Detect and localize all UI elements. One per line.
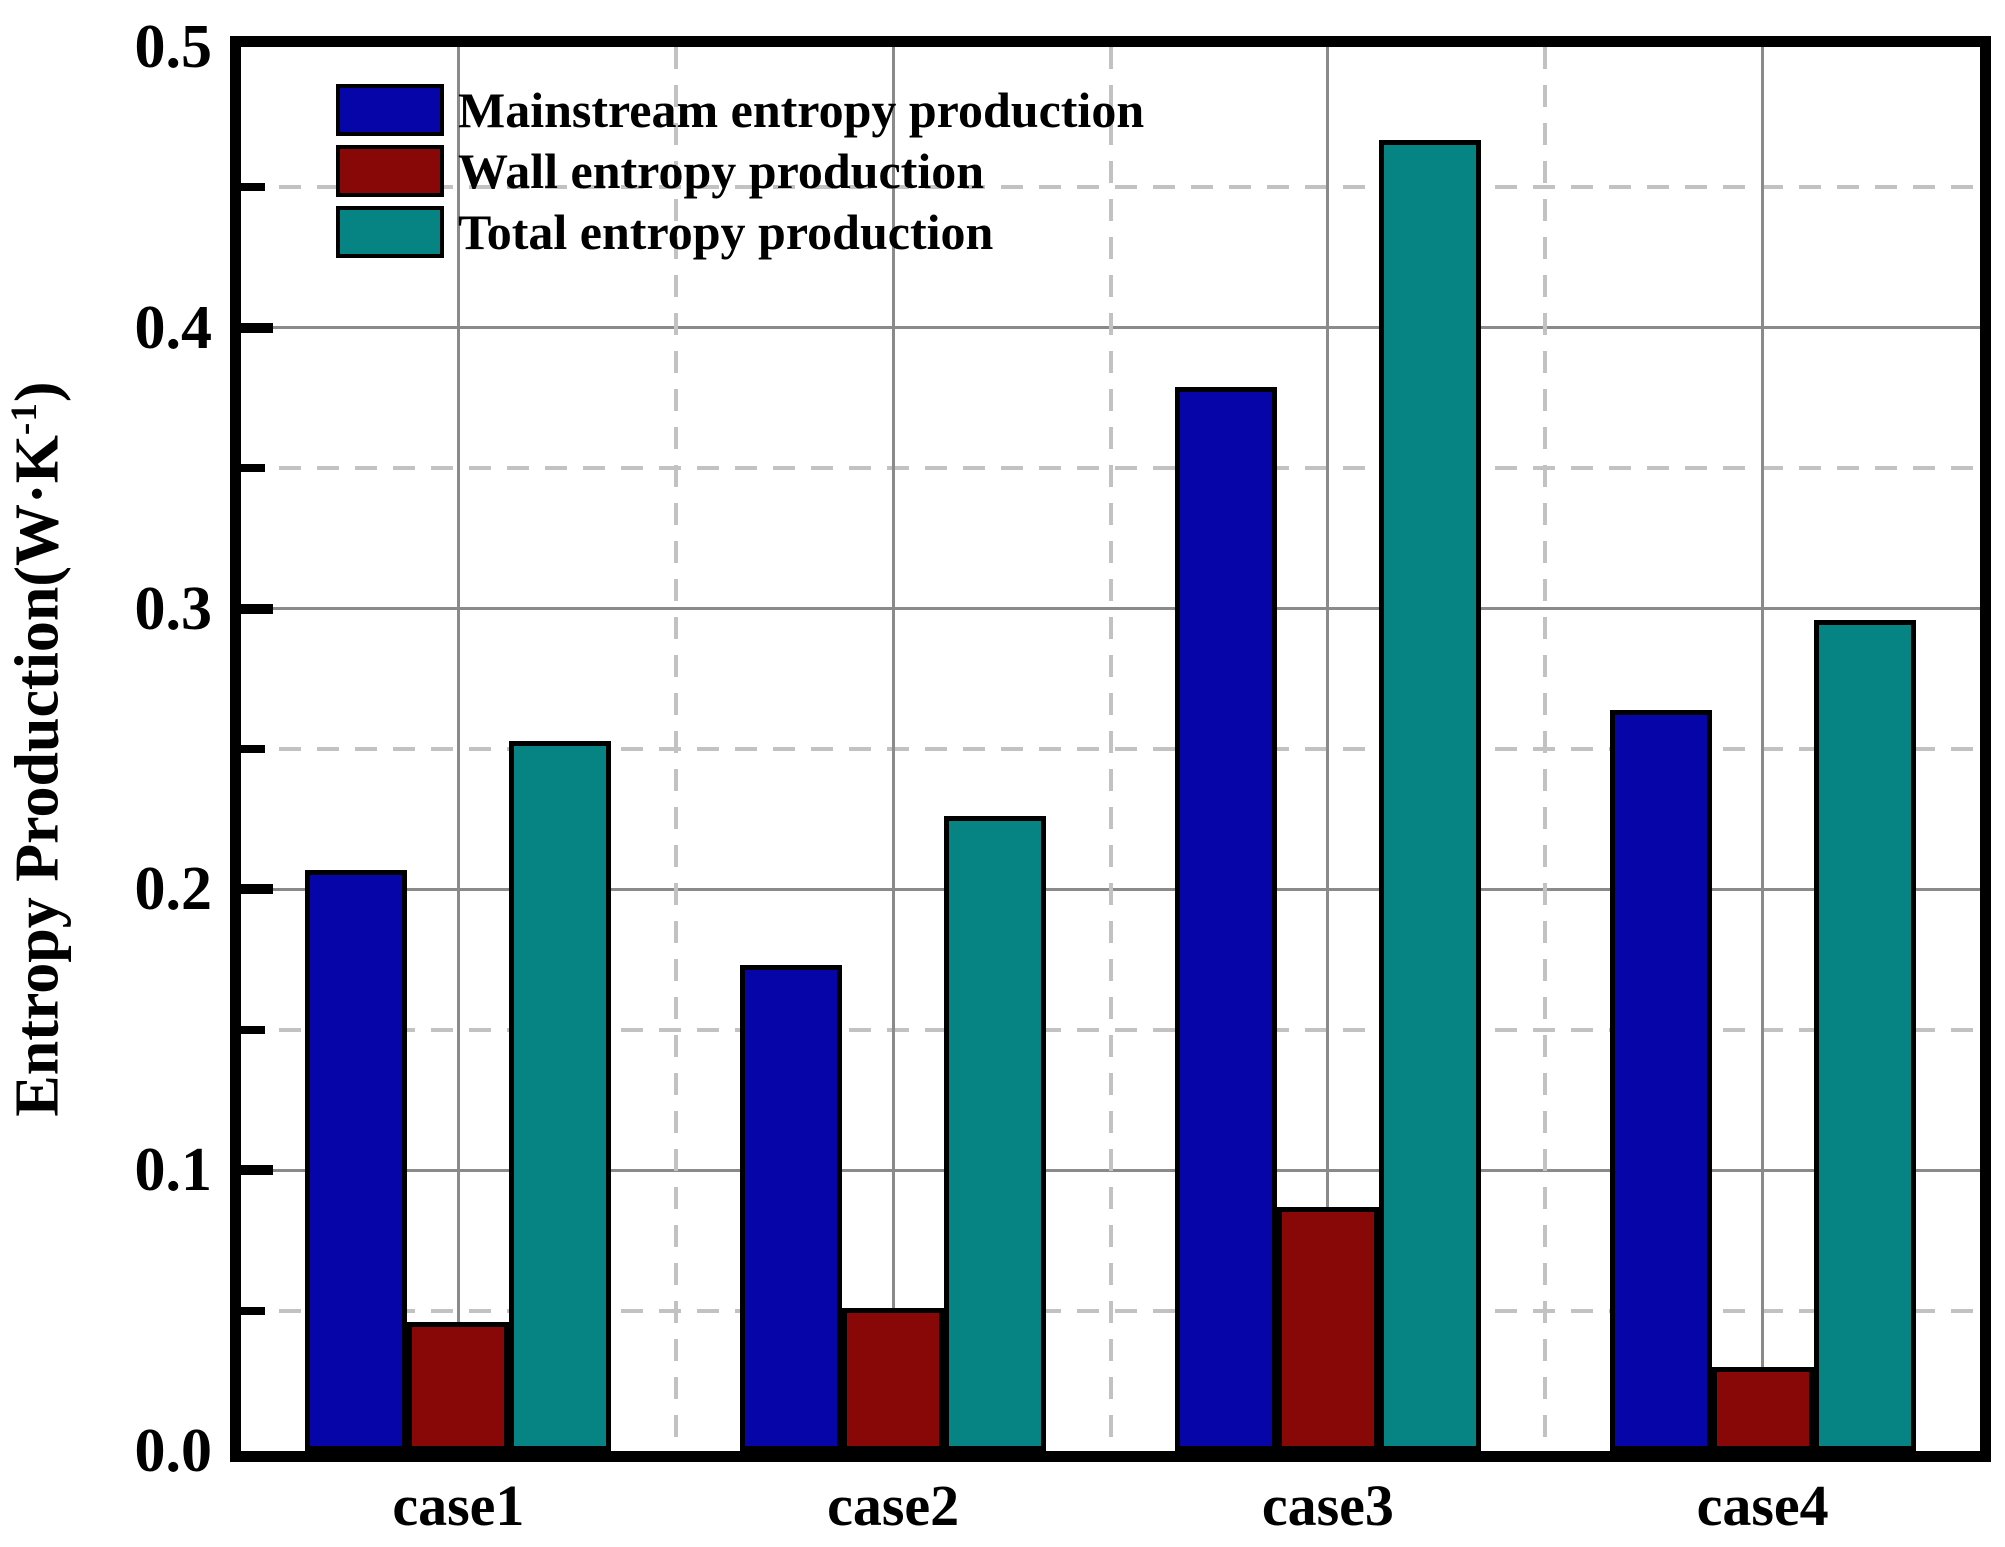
legend-swatch-series3 [336, 206, 444, 258]
y-tick-label: 0.1 [134, 1136, 213, 1205]
category-center-gridline [1326, 47, 1330, 1451]
legend-swatch-series1 [336, 84, 444, 136]
y-tick-label: 0.2 [134, 855, 213, 924]
y-minor-tick [241, 1306, 265, 1315]
y-tick-label: 0.3 [134, 574, 213, 643]
bar-case3-series3 [1378, 139, 1481, 1451]
bar-case2-series2 [842, 1307, 945, 1451]
bar-case4-series2 [1711, 1366, 1814, 1451]
category-center-gridline [456, 47, 460, 1451]
category-center-gridline [891, 47, 895, 1451]
y-major-tick [241, 1165, 273, 1176]
y-axis-title-superscript: -1 [3, 402, 45, 436]
y-major-tick [241, 603, 273, 614]
x-tick-label-case3: case3 [1261, 1473, 1394, 1538]
x-tick-label-case2: case2 [827, 1473, 960, 1538]
legend-swatch-series2 [336, 145, 444, 197]
bar-case4-series1 [1609, 709, 1712, 1451]
y-axis-title-text: Entropy Production(W·K [3, 435, 72, 1117]
y-tick-label: 0.4 [134, 293, 213, 362]
y-tick-label: 0.5 [134, 13, 213, 81]
y-axis-title-close: ) [3, 381, 72, 403]
legend-label-series3: Total entropy production [458, 204, 994, 260]
plot-area [241, 47, 1980, 1451]
bar-case3-series1 [1174, 386, 1277, 1451]
category-boundary-gridline [673, 47, 678, 1451]
y-axis-title: Entropy Production(W·K-1) [3, 381, 74, 1116]
legend-label-series1: Mainstream entropy production [458, 82, 1145, 138]
category-boundary-gridline [1108, 47, 1113, 1451]
bar-case1-series1 [305, 869, 408, 1451]
y-minor-tick [241, 745, 265, 753]
y-major-tick [241, 884, 273, 895]
bar-case1-series2 [407, 1321, 510, 1451]
bar-case2-series1 [740, 965, 843, 1451]
y-minor-tick [241, 464, 265, 473]
y-tick-label: 0.0 [134, 1417, 213, 1485]
category-center-gridline [1761, 47, 1765, 1451]
bar-case1-series3 [509, 740, 612, 1451]
x-tick-label-case4: case4 [1696, 1473, 1829, 1538]
legend-label-series2: Wall entropy production [458, 143, 985, 199]
bar-case4-series3 [1813, 619, 1916, 1451]
bar-case3-series2 [1276, 1206, 1379, 1451]
y-major-tick [241, 322, 273, 333]
x-tick-label-case1: case1 [392, 1473, 525, 1538]
bar-case2-series3 [944, 816, 1047, 1451]
category-boundary-gridline [1543, 47, 1548, 1451]
y-minor-tick [241, 183, 265, 192]
y-minor-tick [241, 1025, 265, 1034]
